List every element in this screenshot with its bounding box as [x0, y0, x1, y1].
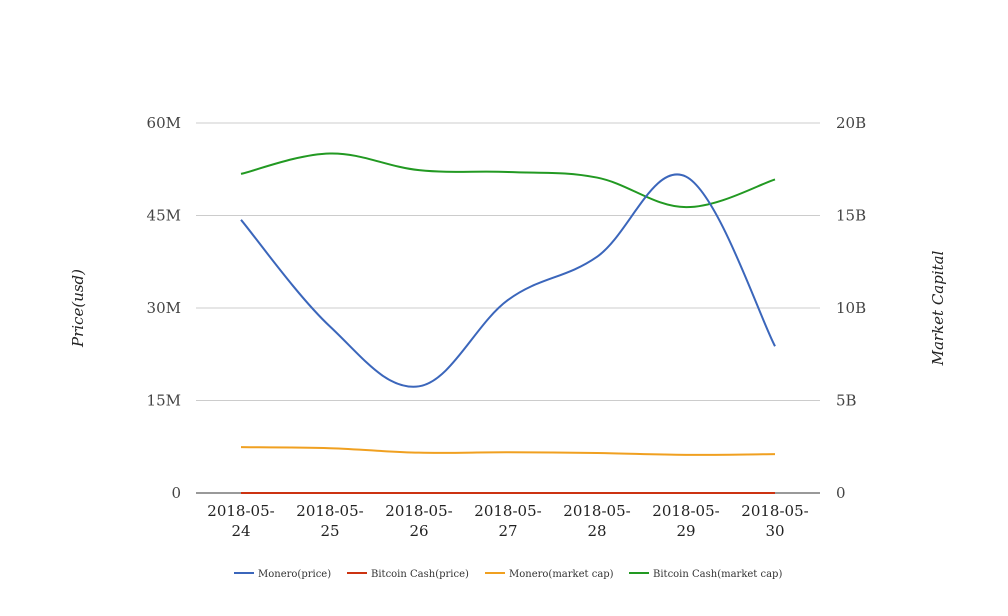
left-tick-label: 30M	[147, 299, 181, 317]
x-tick-label-line: 2018-05-	[474, 502, 541, 520]
x-tick-label-line: 25	[320, 522, 339, 540]
series-line-3	[240, 152, 776, 209]
x-tick-label-line: 24	[231, 522, 250, 540]
x-tick-label-line: 2018-05-	[385, 502, 452, 520]
x-tick-label-line: 2018-05-	[296, 502, 363, 520]
legend-label: Monero(market cap)	[509, 569, 614, 580]
left-tick-label: 0	[171, 484, 181, 502]
right-axis-title: Market Capital	[929, 250, 947, 366]
series-line-0	[240, 173, 776, 388]
x-tick-label-line: 26	[409, 522, 428, 540]
right-tick-label: 5B	[836, 392, 857, 410]
left-tick-label: 45M	[147, 207, 181, 225]
right-tick-label: 15B	[836, 207, 866, 225]
x-tick-label-line: 29	[676, 522, 695, 540]
legend-label: Bitcoin Cash(price)	[371, 569, 469, 580]
right-tick-label: 20B	[836, 114, 866, 132]
x-tick-label: 2018-05- 26	[385, 502, 452, 540]
x-tick-label: 2018-05- 24	[207, 502, 274, 540]
legend-item: Bitcoin Cash(price)	[347, 569, 469, 580]
right-tick-label: 10B	[836, 299, 866, 317]
x-tick-label-line: 27	[498, 522, 517, 540]
legend: Monero(price) Bitcoin Cash(price) Monero(m…	[234, 569, 782, 580]
x-tick-label: 2018-05- 25	[296, 502, 363, 540]
left-tick-label: 60M	[147, 114, 181, 132]
x-tick-label-line: 2018-05-	[652, 502, 719, 520]
x-tick-label-line: 28	[587, 522, 606, 540]
right-tick-label: 0	[836, 484, 846, 502]
left-tick-label: 15M	[147, 392, 181, 410]
x-tick-label-line: 30	[765, 522, 784, 540]
x-tick-label-line: 2018-05-	[563, 502, 630, 520]
x-tick-label-line: 2018-05-	[741, 502, 808, 520]
x-axis-ticks: 2018-05- 24 2018-05- 25 2018-05- 26 2018-05- 27…	[207, 502, 808, 540]
series-lines	[240, 152, 776, 494]
legend-label: Bitcoin Cash(market cap)	[653, 569, 782, 580]
x-tick-label: 2018-05- 28	[563, 502, 630, 540]
left-axis-title: Price(usd)	[69, 269, 87, 348]
legend-label: Monero(price)	[258, 569, 331, 580]
x-tick-label-line: 2018-05-	[207, 502, 274, 520]
x-tick-label: 2018-05- 27	[474, 502, 541, 540]
right-axis-ticks: 0 5B 10B 15B 20B	[836, 114, 866, 502]
legend-item: Bitcoin Cash(market cap)	[629, 569, 782, 580]
left-axis-ticks: 0 15M 30M 45M 60M	[147, 114, 181, 502]
series-line-2	[240, 446, 776, 456]
legend-item: Monero(price)	[234, 569, 331, 580]
legend-item: Monero(market cap)	[485, 569, 614, 580]
x-tick-label: 2018-05- 30	[741, 502, 808, 540]
grid-lines	[196, 122, 820, 494]
x-tick-label: 2018-05- 29	[652, 502, 719, 540]
